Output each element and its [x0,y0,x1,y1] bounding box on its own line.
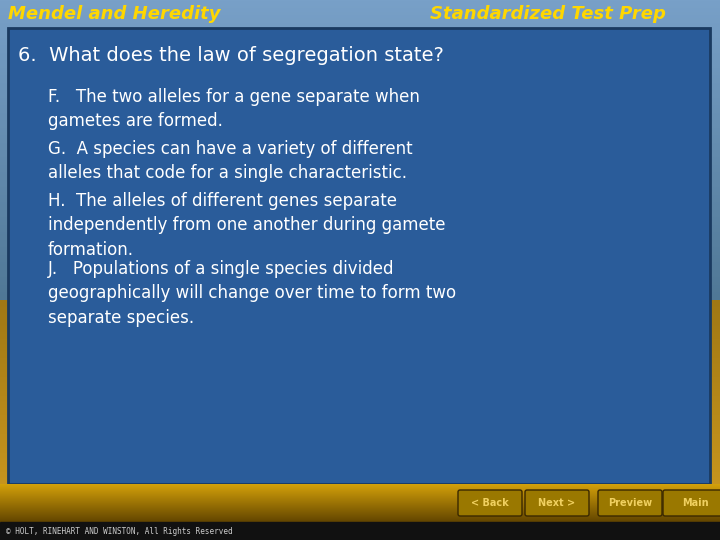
FancyBboxPatch shape [598,490,662,516]
FancyBboxPatch shape [663,490,720,516]
Text: Preview: Preview [608,498,652,508]
Text: Next >: Next > [539,498,575,508]
Text: Main: Main [682,498,708,508]
Bar [8,28,710,484]
Text: H.  The alleles of different genes separate
independently from one another durin: H. The alleles of different genes separa… [48,192,446,259]
Text: Mendel and Heredity: Mendel and Heredity [8,5,220,23]
Text: © HOLT, RINEHART AND WINSTON, All Rights Reserved: © HOLT, RINEHART AND WINSTON, All Rights… [6,526,233,536]
Text: F.   The two alleles for a gene separate when
gametes are formed.: F. The two alleles for a gene separate w… [48,88,420,130]
Text: 6.  What does the law of segregation state?: 6. What does the law of segregation stat… [18,46,444,65]
Bar [0,522,720,540]
Text: J.   Populations of a single species divided
geographically will change over tim: J. Populations of a single species divid… [48,260,456,327]
FancyBboxPatch shape [525,490,589,516]
Text: Standardized Test Prep: Standardized Test Prep [430,5,666,23]
Text: < Back: < Back [471,498,509,508]
Text: G.  A species can have a variety of different
alleles that code for a single cha: G. A species can have a variety of diffe… [48,140,413,183]
FancyBboxPatch shape [458,490,522,516]
